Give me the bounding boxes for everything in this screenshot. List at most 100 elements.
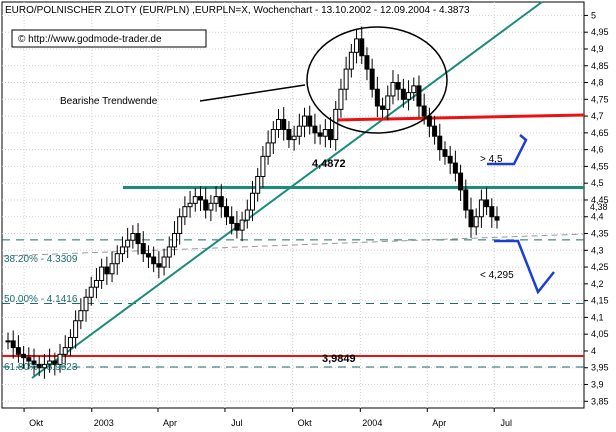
candle-body xyxy=(302,115,308,127)
x-tick-label: Apr xyxy=(432,418,446,428)
candle-body xyxy=(67,337,73,349)
y-tick-label: 3,9 xyxy=(591,380,604,390)
candle-body xyxy=(411,85,417,94)
y-tick-label: 4,85 xyxy=(591,61,609,71)
y-tick-label: 4,35 xyxy=(591,229,609,239)
annotation-pointer xyxy=(199,84,306,102)
copyright-box xyxy=(11,29,207,48)
y-tick-label: 4,95 xyxy=(591,27,609,37)
y-tick-label: 4,9 xyxy=(591,44,604,54)
candle-body xyxy=(125,239,131,248)
y-tick-label: 3,95 xyxy=(591,363,609,373)
candle-body xyxy=(385,95,391,110)
candle-body xyxy=(354,38,360,53)
candle-body xyxy=(416,85,422,107)
candle-body xyxy=(281,118,287,131)
fib-38-label: 38.20% - 4.3309 xyxy=(4,254,78,265)
candle-body xyxy=(291,135,297,141)
candle-body xyxy=(104,266,110,275)
candle-body xyxy=(406,92,412,100)
candle-body xyxy=(192,196,198,204)
candle-body xyxy=(473,216,479,228)
candle-body xyxy=(151,256,157,265)
candle-body xyxy=(31,360,37,365)
candle-body xyxy=(364,55,370,70)
candle-body xyxy=(260,155,266,177)
candle-body xyxy=(197,196,203,201)
candle-body xyxy=(135,233,141,245)
copyright-label: © http://www.godmode-trader.de xyxy=(18,34,162,45)
candle-body xyxy=(452,162,458,174)
candle-body xyxy=(463,189,469,211)
candle-body xyxy=(338,88,344,110)
candle-body xyxy=(88,286,94,298)
candle-body xyxy=(166,246,172,258)
overlays xyxy=(199,26,555,295)
y-tick-label: 3,85 xyxy=(591,396,609,406)
candle-body xyxy=(93,279,99,288)
y-tick-label: 4,4 xyxy=(591,212,604,222)
candle-body xyxy=(114,253,120,265)
candle-body xyxy=(468,209,474,228)
breakout-arrow-up xyxy=(487,134,528,166)
candle-body xyxy=(234,222,240,231)
candle-body xyxy=(171,233,177,248)
neckline xyxy=(334,113,585,122)
y-tick-label: 4,65 xyxy=(591,128,609,138)
chart-title: EURO/POLNISCHER ZLOTY (EUR/PLN) ,EURPLN=… xyxy=(5,5,470,16)
candle-body xyxy=(83,296,89,312)
x-tick-label: Jul xyxy=(500,418,512,428)
candle-body xyxy=(328,129,334,141)
y-tick-label: 4,75 xyxy=(591,94,609,104)
candle-body xyxy=(276,118,282,131)
candle-body xyxy=(140,243,146,255)
fib-50-label: 50.00% - 4.1416 xyxy=(4,294,78,305)
candle-body xyxy=(395,82,401,90)
candle-body xyxy=(99,266,105,281)
candle-body xyxy=(478,199,484,218)
candle-body xyxy=(208,202,214,211)
annotation-above-4-5: > 4,5 xyxy=(480,154,503,165)
candle-body xyxy=(359,38,365,57)
y-tick-label: 4,05 xyxy=(591,329,609,339)
candle-body xyxy=(73,320,79,339)
candle-body xyxy=(218,196,224,208)
y-tick-label: 4,2 xyxy=(591,279,604,289)
y-tick-label: 4,6 xyxy=(591,145,604,155)
candle-body xyxy=(213,196,219,204)
reference-lines xyxy=(1,1,585,379)
candle-body xyxy=(41,363,47,369)
candlesticks xyxy=(5,26,500,379)
candle-body xyxy=(223,206,229,218)
candle-body xyxy=(239,219,245,231)
candle-body xyxy=(296,125,302,137)
y-tick-label: 5 xyxy=(591,10,596,20)
x-tick-label: Okt xyxy=(298,418,313,428)
candle-body xyxy=(426,115,432,127)
candle-body xyxy=(177,216,183,235)
axes: 3,85 3,9 3,95 4 4,05 4,1 4,15 4,2 4,25 4,3 4,35 4,4… xyxy=(23,10,609,428)
candle-body xyxy=(484,199,490,208)
candle-body xyxy=(442,149,448,157)
candle-body xyxy=(36,363,42,369)
candle-body xyxy=(161,256,167,268)
x-tick-label: 2003 xyxy=(94,418,114,428)
candle-body xyxy=(52,360,58,365)
candle-body xyxy=(447,155,453,164)
y-tick-label: 4,55 xyxy=(591,161,609,171)
candle-body xyxy=(244,209,250,221)
candle-body xyxy=(286,129,292,141)
last-price-label: 4,38 xyxy=(590,202,608,212)
y-tick-label: 4,45 xyxy=(591,195,609,205)
candle-body xyxy=(317,132,323,137)
y-tick-label: 4,7 xyxy=(591,111,604,121)
candle-body xyxy=(130,233,136,241)
candle-body xyxy=(156,263,162,268)
candle-body xyxy=(494,216,500,221)
candle-body xyxy=(26,357,32,362)
candle-body xyxy=(145,253,151,258)
y-tick-label: 4,1 xyxy=(591,312,604,322)
candle-body xyxy=(343,68,349,90)
dashed-trendline xyxy=(1,233,585,257)
